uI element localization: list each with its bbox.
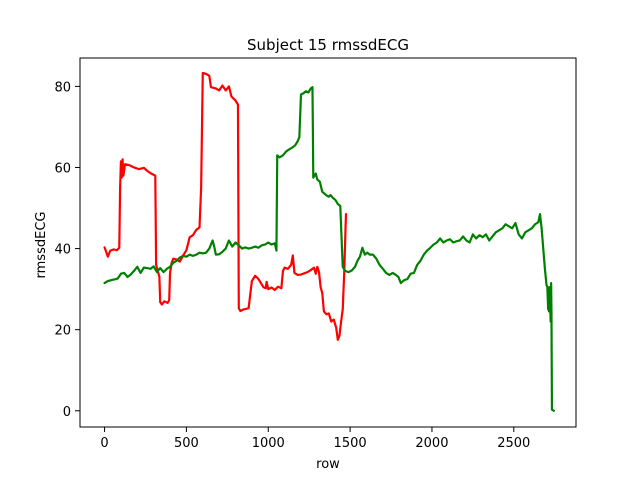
y-axis: 0 20 40 60 80 [54, 80, 80, 420]
y-axis-label: rmssdECG [34, 212, 49, 279]
plot-area [79, 57, 577, 428]
x-tick-label: 500 [174, 436, 199, 451]
y-tick-label: 0 [63, 405, 71, 420]
y-tick-label: 40 [54, 243, 71, 258]
y-tick-label: 60 [54, 161, 71, 176]
x-tick-label: 2500 [497, 436, 530, 451]
x-tick-label: 2000 [415, 436, 448, 451]
plot-frame [79, 57, 577, 428]
series-line-2 [103, 86, 555, 412]
y-tick-label: 20 [54, 324, 71, 339]
x-tick-label: 1000 [252, 436, 285, 451]
x-axis: 0 500 1000 1500 2000 2500 [100, 427, 530, 451]
x-axis-label: row [316, 457, 340, 472]
series-line-1 [103, 71, 348, 341]
x-tick-label: 0 [100, 436, 108, 451]
x-tick-label: 1500 [334, 436, 367, 451]
chart-title: Subject 15 rmssdECG [247, 36, 409, 54]
y-tick-label: 80 [54, 80, 71, 95]
